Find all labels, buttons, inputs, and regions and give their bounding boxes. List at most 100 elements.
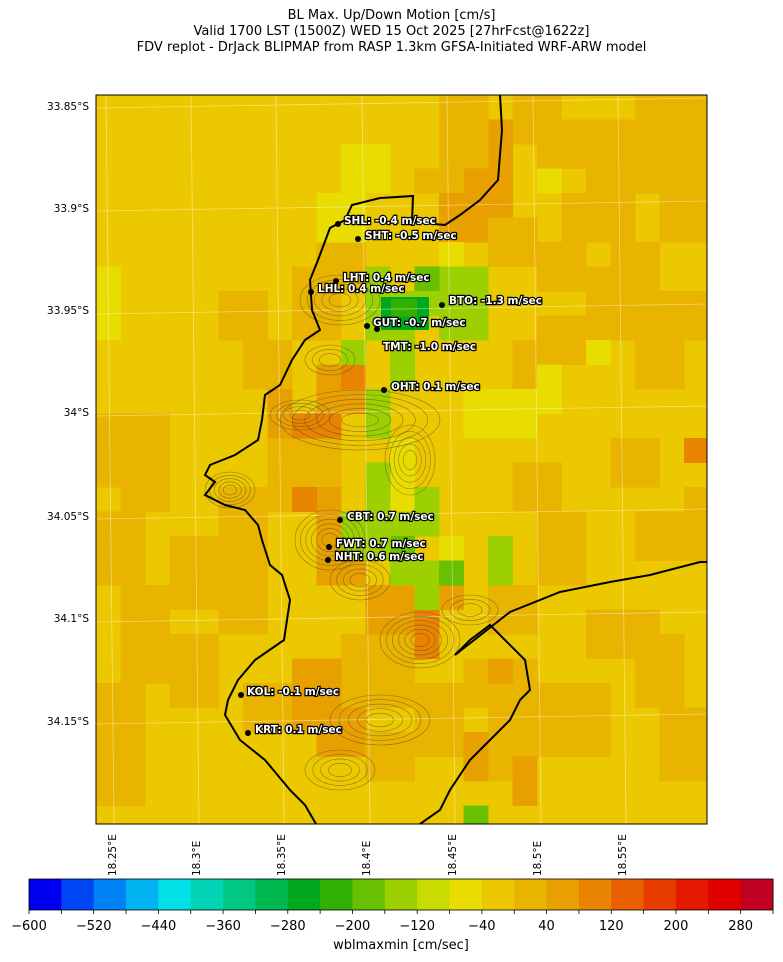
longitude-gridline [446,95,456,824]
terrain-contour [318,353,342,367]
station-label: SHT: -0.5 m/sec [365,230,457,242]
colorbar-tick-label: −200 [335,919,371,934]
colorbar-swatch [126,879,159,910]
field-cell [414,683,464,757]
station-tmt[interactable]: TMT: -1.0 m/sec [382,340,477,354]
colorbar-swatch [643,879,677,910]
terrain-contour [328,408,392,432]
lon-label: 18.5°E [532,841,544,876]
longitude-gridline [105,95,115,824]
field-cell [390,536,415,561]
station-gut[interactable]: GUT: -0.7 m/sec [364,316,467,332]
terrain-contour [343,568,377,592]
latitude-gridline [96,508,707,520]
field-cell [684,487,707,561]
terrain-contour [389,431,431,489]
station-shl[interactable]: SHL: -0.4 m/sec [335,214,437,228]
latitude-gridline [96,97,707,109]
field-cell [463,805,489,824]
colorbar-swatch [287,879,321,910]
field-cell [292,487,317,512]
colorbar-swatch [449,879,483,910]
colorbar-swatch [675,879,709,910]
colorbar-swatch [320,879,353,910]
station-cbt[interactable]: CBT: 0.7 m/sec [337,510,435,524]
station-label: NHT: 0.6 m/sec [335,551,424,563]
terrain-contour [292,394,428,446]
station-label: LHL: 0.4 m/sec [318,283,405,295]
terrain-contour [338,699,422,741]
terrain-contour [328,292,352,308]
terrain-contour [392,620,448,660]
station-fwt[interactable]: FWT: 0.7 m/sec [326,537,427,551]
field-cell [316,707,366,757]
terrain-contour [314,283,366,317]
station-lht[interactable]: LHT: 0.4 m/sec [333,271,431,285]
field-cell [414,560,440,610]
terrain-contour [321,288,359,312]
colorbar-tick-label: −40 [468,919,495,934]
colorbar-swatch [546,879,580,910]
terrain-contour [441,594,499,626]
field-cell [218,291,268,341]
station-oht[interactable]: OHT: 0.1 m/sec [381,380,481,394]
terrain-contour [304,344,356,376]
latitude-gridline [96,713,707,725]
terrain-contour [356,708,404,732]
latitude-gridline [96,405,707,417]
colorbar-tick-label: 40 [538,919,555,934]
field-cell [390,438,415,512]
field-cell [537,242,587,292]
field-cell [488,217,538,267]
field-cell [488,536,513,586]
station-nht[interactable]: NHT: 0.6 m/sec [325,550,425,564]
station-kol[interactable]: KOL: -0.1 m/sec [238,685,340,699]
field-cell [659,168,707,243]
field-cell [341,340,366,365]
terrain-contour [404,628,436,652]
field-cell [463,266,489,341]
coastline [203,95,707,824]
colorbar-tick-label: −280 [270,919,306,934]
lat-label: 34.05°S [47,511,89,523]
terrain-contour [300,514,360,566]
station-label: FWT: 0.7 m/sec [336,538,426,550]
terrain-contour [341,412,379,428]
field-cell [537,511,587,586]
station-lhl[interactable]: LHL: 0.4 m/sec [308,282,406,296]
colorbar-tick-label: 280 [728,919,753,934]
colorbar-swatch [384,879,418,910]
terrain-contour [328,763,352,777]
field-cell [365,462,391,512]
colorbar-swatch [61,879,95,910]
colorbar-swatch [740,879,774,910]
lat-label: 34.15°S [47,716,89,728]
terrain-contour [329,559,391,601]
station-krt[interactable]: KRT: 0.1 m/sec [245,723,343,737]
field-cell [316,487,342,537]
colorbar-swatch [481,879,515,910]
lon-label: 18.35°E [276,834,288,876]
field-cell [439,291,464,341]
field-cell [365,732,415,782]
field-cell [243,683,293,733]
terrain-contour [329,694,431,746]
field-cell [341,144,391,194]
terrain-contour [398,624,442,656]
terrain-contour [222,484,238,496]
colorbar-swatches [29,879,774,910]
colorbar-tick-label: −360 [205,919,241,934]
field-cell [561,193,587,243]
field-cell [463,168,489,194]
map-title-line-1: BL Max. Up/Down Motion [cm/s] [287,8,496,23]
terrain-contour [316,403,404,437]
station-sht[interactable]: SHT: -0.5 m/sec [355,229,458,243]
field-cell [635,634,685,708]
map-frame [95,94,708,825]
lat-label: 34°S [64,407,90,419]
field-cell [267,389,293,439]
colorbar-swatch [158,879,192,910]
terrain-contour [269,399,331,431]
station-bto[interactable]: BTO: -1.3 m/sec [439,294,543,308]
lon-label: 18.25°E [107,834,119,876]
